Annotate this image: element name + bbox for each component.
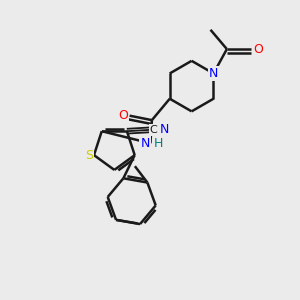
Text: O: O [118,109,128,122]
Text: C: C [150,125,158,135]
Text: N: N [160,123,169,136]
Text: H: H [154,137,163,150]
Text: N: N [209,67,218,80]
Text: S: S [85,148,93,162]
Text: N: N [140,137,150,150]
Text: O: O [253,43,263,56]
